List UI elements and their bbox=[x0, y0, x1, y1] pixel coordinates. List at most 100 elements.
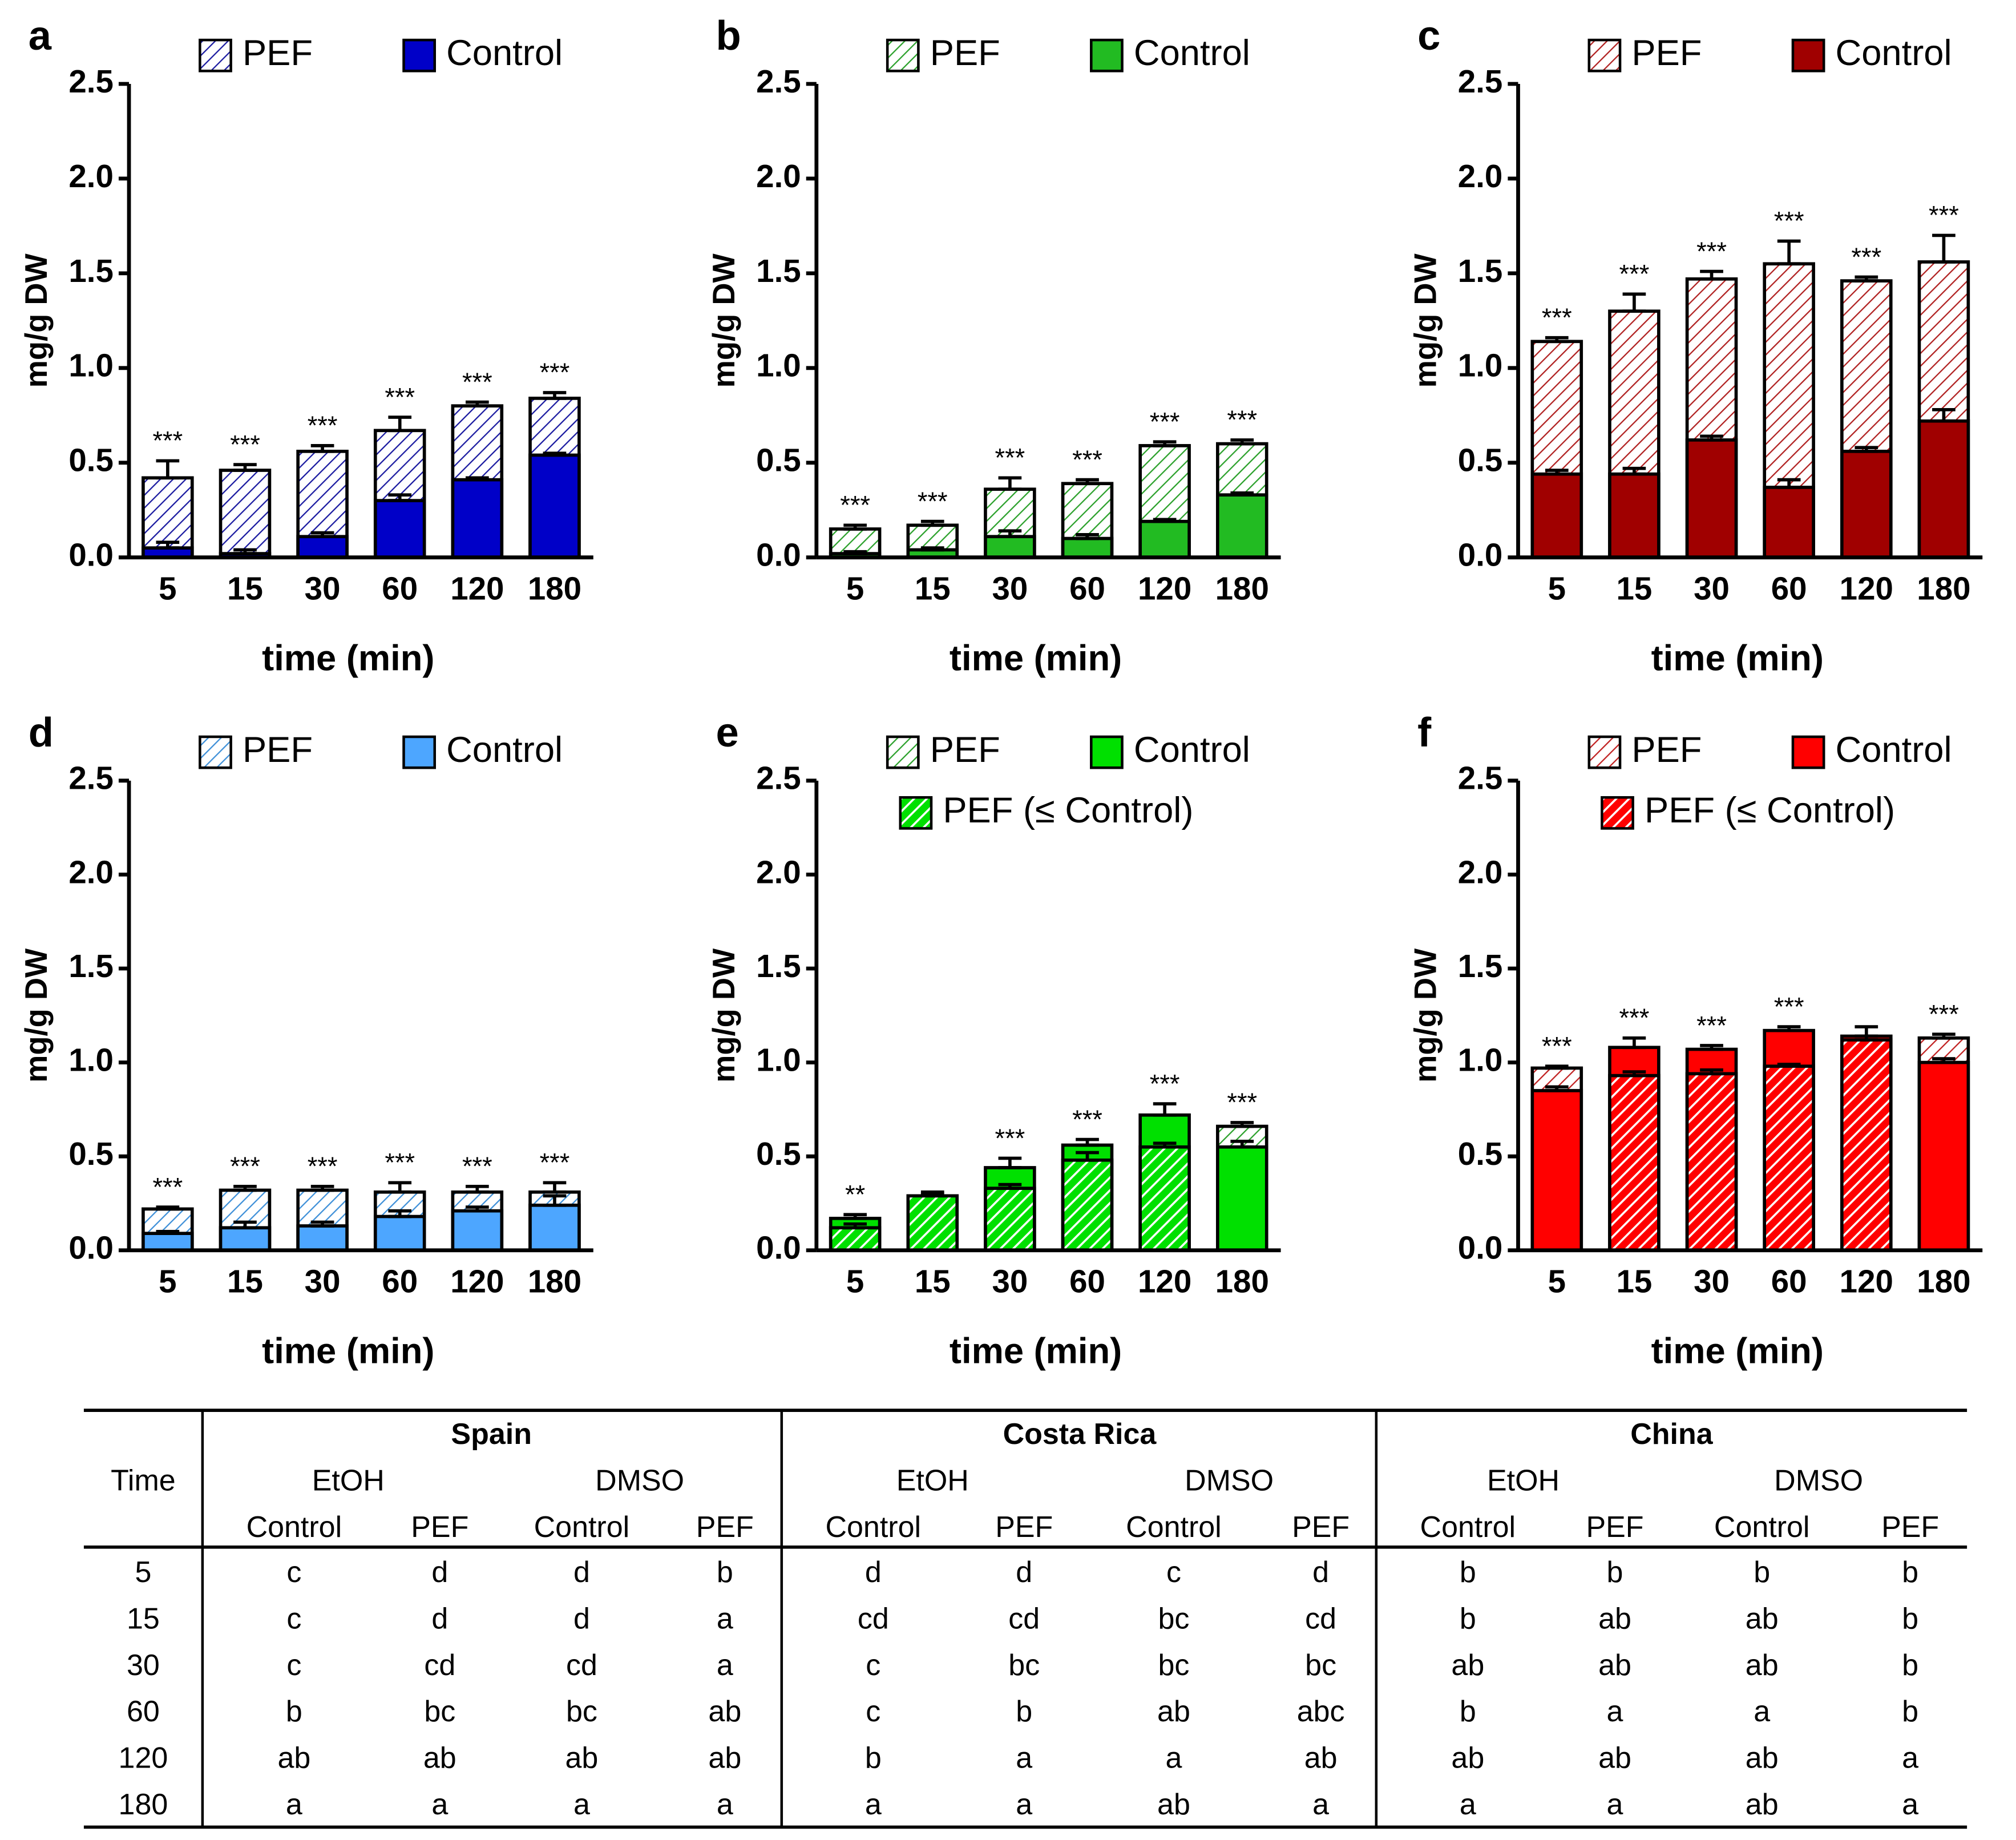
significance: *** bbox=[462, 1152, 492, 1181]
error-bar bbox=[920, 546, 944, 552]
legend-label: Control bbox=[1836, 33, 1952, 73]
bar bbox=[1685, 1072, 1738, 1252]
legend-label: Control bbox=[446, 33, 563, 73]
bar bbox=[1685, 438, 1738, 559]
significance: *** bbox=[540, 358, 570, 387]
table-cell: cd bbox=[424, 1649, 455, 1682]
x-tick-label: 60 bbox=[1069, 1263, 1105, 1299]
y-tick-label: 0.0 bbox=[68, 1230, 114, 1266]
table-cell: a bbox=[286, 1788, 302, 1821]
error-bar bbox=[1855, 275, 1878, 283]
table-cell: ab bbox=[1746, 1602, 1779, 1635]
significance: *** bbox=[230, 1152, 260, 1181]
x-axis-label: time (min) bbox=[1651, 638, 1824, 678]
significance: *** bbox=[1072, 445, 1102, 474]
table-condition: Control bbox=[247, 1511, 342, 1544]
y-tick-label: 1.0 bbox=[1458, 1042, 1503, 1078]
table-cell: ab bbox=[565, 1742, 599, 1775]
y-tick-label: 2.0 bbox=[68, 854, 114, 890]
error-bar bbox=[998, 476, 1022, 491]
legend-label: Control bbox=[1134, 730, 1250, 770]
x-tick-label: 30 bbox=[992, 1263, 1028, 1299]
error-bar bbox=[920, 519, 944, 527]
bar bbox=[1608, 472, 1661, 559]
y-axis-label: mg/g DW bbox=[19, 253, 54, 388]
y-tick-label: 2.0 bbox=[1458, 854, 1503, 890]
table-cell: a bbox=[1607, 1788, 1623, 1821]
x-axis-label: time (min) bbox=[262, 1331, 434, 1371]
table-cell: a bbox=[1460, 1788, 1476, 1821]
significance: *** bbox=[840, 491, 870, 520]
table-cell: cd bbox=[858, 1602, 889, 1635]
y-axis-label: mg/g DW bbox=[707, 948, 741, 1083]
y-axis-label: mg/g DW bbox=[19, 948, 54, 1083]
table-cell: b bbox=[1754, 1556, 1770, 1589]
y-tick-label: 2.5 bbox=[68, 63, 114, 99]
bar bbox=[142, 1232, 194, 1252]
legend-label: PEF bbox=[1631, 33, 1702, 73]
significance: *** bbox=[1227, 1088, 1257, 1117]
table-cell: cd bbox=[566, 1649, 597, 1682]
x-tick-label: 5 bbox=[1548, 570, 1566, 606]
x-tick-label: 120 bbox=[450, 570, 504, 606]
x-tick-label: 15 bbox=[227, 1263, 263, 1299]
table-cell: d bbox=[573, 1602, 590, 1635]
significance: *** bbox=[152, 1172, 183, 1201]
error-bar bbox=[843, 1222, 867, 1230]
bar bbox=[451, 478, 504, 559]
error-bar bbox=[1932, 233, 1956, 264]
table-cell: a bbox=[1607, 1695, 1623, 1728]
table-cell: a bbox=[1902, 1742, 1918, 1775]
bar bbox=[1917, 1060, 1970, 1252]
table-cell: bc bbox=[424, 1695, 455, 1728]
bar bbox=[1917, 419, 1970, 559]
error-bar bbox=[1932, 407, 1956, 423]
significance: *** bbox=[1150, 1069, 1180, 1098]
x-tick-label: 180 bbox=[1917, 570, 1970, 606]
error-bar bbox=[156, 459, 180, 480]
table-cell: ab bbox=[1451, 1649, 1484, 1682]
table-cell: d bbox=[431, 1602, 448, 1635]
table-cell: b bbox=[1460, 1556, 1476, 1589]
error-bar bbox=[543, 451, 567, 457]
table-cell: ab bbox=[1304, 1742, 1338, 1775]
table-cell: b bbox=[1607, 1556, 1623, 1589]
significance: *** bbox=[1542, 303, 1572, 332]
table-cell: b bbox=[1902, 1649, 1918, 1682]
legend-swatch bbox=[402, 38, 437, 72]
bar bbox=[1840, 1038, 1893, 1252]
error-bar bbox=[233, 1185, 257, 1192]
x-tick-label: 15 bbox=[915, 570, 951, 606]
error-bar bbox=[388, 493, 412, 502]
table-solvent: EtOH bbox=[896, 1464, 969, 1497]
x-tick-label: 30 bbox=[305, 1263, 341, 1299]
table-cell: a bbox=[1902, 1788, 1918, 1821]
table-cell: ab bbox=[277, 1742, 310, 1775]
table-cell: a bbox=[1166, 1742, 1182, 1775]
table-cell: c bbox=[286, 1649, 301, 1682]
table-time: 15 bbox=[127, 1602, 160, 1635]
x-tick-label: 5 bbox=[159, 570, 176, 606]
table-time: 30 bbox=[127, 1649, 160, 1682]
error-bar bbox=[1932, 1032, 1956, 1040]
error-bar bbox=[466, 1205, 489, 1213]
y-tick-label: 2.5 bbox=[68, 760, 114, 796]
error-bar bbox=[1932, 1057, 1956, 1064]
error-bar bbox=[1700, 269, 1723, 281]
y-axis-label: mg/g DW bbox=[1409, 253, 1443, 388]
error-bar bbox=[1230, 491, 1254, 497]
x-tick-label: 120 bbox=[1840, 1263, 1893, 1299]
bar bbox=[1138, 519, 1191, 559]
significance: *** bbox=[1072, 1105, 1102, 1134]
y-tick-label: 2.0 bbox=[1458, 158, 1503, 194]
error-bar bbox=[1230, 438, 1254, 446]
legend-swatch bbox=[1601, 796, 1634, 830]
significance: *** bbox=[995, 443, 1025, 473]
table-cell: bc bbox=[1158, 1602, 1190, 1635]
y-tick-label: 0.5 bbox=[1458, 442, 1503, 478]
legend-label: PEF bbox=[243, 33, 313, 73]
error-bar bbox=[920, 1192, 944, 1198]
significance: *** bbox=[1774, 992, 1804, 1021]
y-tick-label: 0.0 bbox=[756, 1230, 801, 1266]
table-cell: bc bbox=[1008, 1649, 1040, 1682]
